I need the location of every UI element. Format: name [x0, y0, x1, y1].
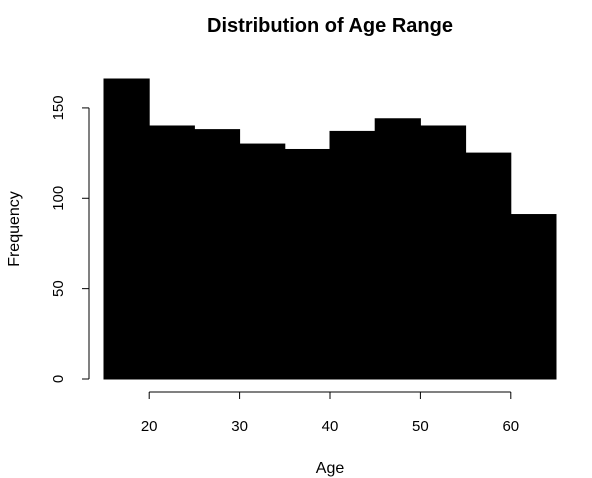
chart-title: Distribution of Age Range	[207, 15, 453, 37]
histogram-bar-25-30	[193, 129, 241, 380]
x-axis: 20 30 40 50 60	[141, 391, 519, 435]
histogram-bar-15-20	[103, 78, 150, 380]
y-tick-label-150: 150	[50, 95, 67, 120]
x-tick-label-50: 50	[412, 418, 429, 435]
histogram-bar-40-45	[329, 130, 376, 380]
histogram-bar-50-55	[419, 125, 467, 380]
x-axis-label: Age	[316, 460, 345, 477]
histogram-bar-45-50	[374, 118, 421, 380]
histogram-bar-30-35	[239, 143, 286, 380]
bars-group	[103, 78, 557, 380]
y-tick-label-0: 0	[50, 375, 67, 383]
y-tick-label-100: 100	[50, 186, 67, 211]
histogram-bar-55-60	[465, 152, 512, 380]
x-tick-label-20: 20	[141, 418, 158, 435]
x-tick-label-40: 40	[322, 418, 339, 435]
x-tick-label-30: 30	[231, 418, 248, 435]
y-axis: 0 50 100 150	[50, 95, 90, 383]
y-tick-label-50: 50	[50, 280, 67, 297]
histogram-bar-35-40	[284, 148, 331, 380]
x-tick-label-60: 60	[502, 418, 519, 435]
y-axis-label: Frequency	[6, 191, 23, 267]
histogram-bar-60-65	[510, 214, 557, 380]
histogram-bar-20-25	[148, 125, 195, 380]
